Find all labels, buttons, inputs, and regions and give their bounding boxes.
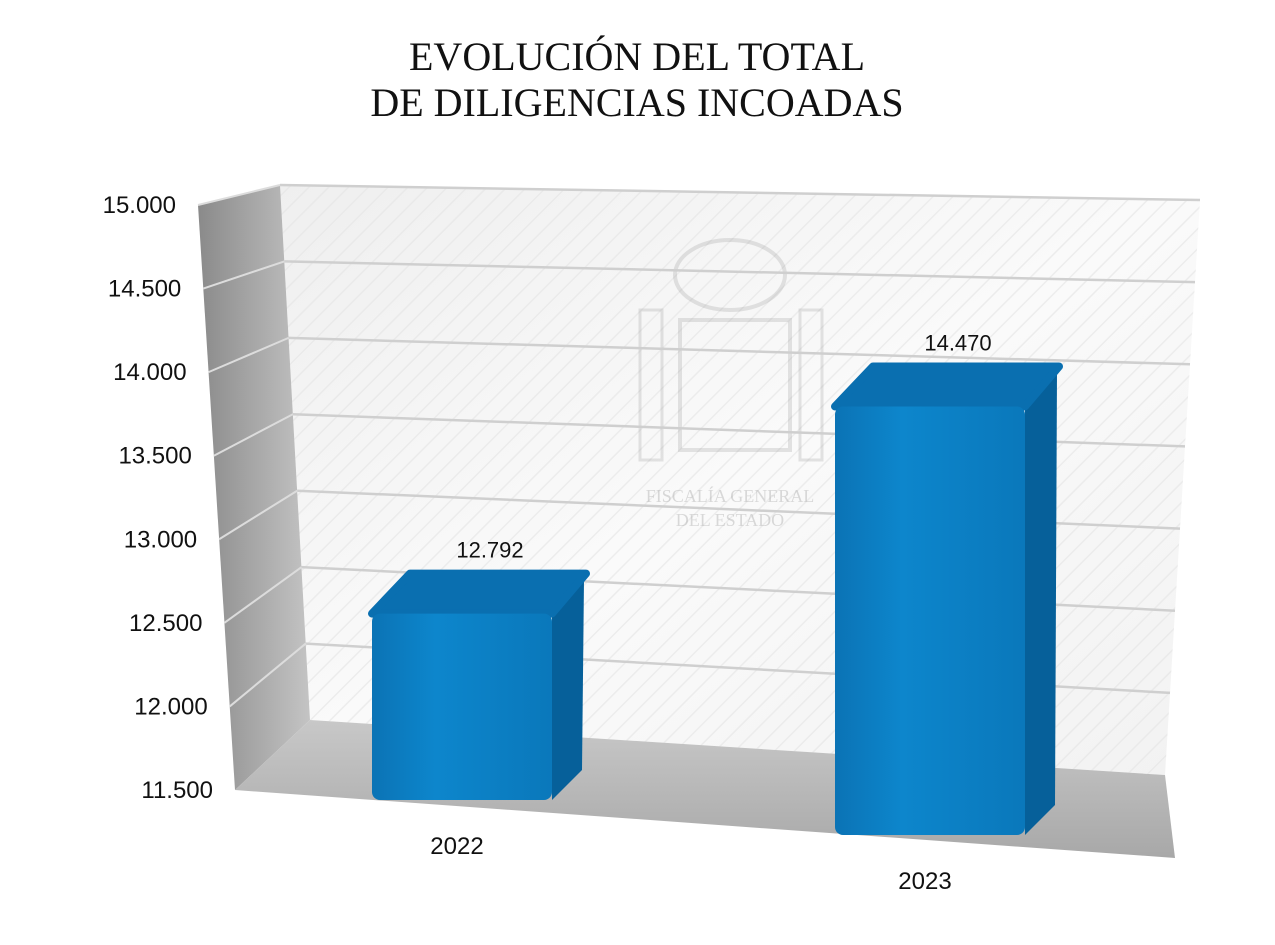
watermark-emblem [638, 238, 824, 462]
side-gridline [229, 642, 307, 708]
y-tick-label: 11.500 [141, 777, 213, 804]
watermark-line-2: DEL ESTADO [676, 510, 784, 530]
watermark-line-1: FISCALÍA GENERAL [646, 485, 815, 506]
bar-front-face [835, 406, 1025, 835]
bar-top-face [831, 362, 1063, 411]
gridline [284, 260, 1196, 284]
side-gridline [197, 184, 281, 206]
data-label: 14.470 [924, 330, 991, 355]
y-axis-tick-labels: 11.500 12.000 12.500 13.000 13.500 14.000 14.5… [103, 192, 213, 804]
x-axis-category-labels: 2022 2023 [430, 833, 951, 895]
y-tick-label: 12.500 [129, 610, 202, 637]
bar-top-face [368, 569, 590, 618]
side-gridline [223, 566, 303, 624]
side-gridline [208, 336, 289, 374]
bars [368, 362, 1063, 835]
y-tick-label: 13.000 [124, 526, 197, 553]
gridline [279, 183, 1201, 202]
data-labels: 12.792 14.470 [456, 330, 991, 562]
data-label: 12.792 [456, 538, 523, 563]
bar-2023 [831, 362, 1063, 835]
chart-title-line-1: EVOLUCIÓN DEL TOTAL [409, 34, 865, 79]
y-tick-label: 14.000 [113, 359, 186, 386]
y-tick-label: 13.500 [118, 443, 191, 470]
side-gridline [218, 489, 298, 541]
x-tick-label: 2022 [430, 833, 483, 860]
side-gridline [202, 260, 285, 290]
bar-side-face [1025, 372, 1057, 835]
bar-side-face [552, 579, 584, 800]
bar-2022 [368, 569, 590, 800]
side-wall [198, 185, 310, 790]
x-tick-label: 2023 [898, 868, 951, 895]
y-tick-label: 14.500 [108, 276, 181, 303]
side-gridline [213, 413, 294, 457]
gridline [288, 336, 1191, 366]
y-tick-label: 15.000 [103, 192, 176, 219]
bar-front-face [372, 613, 552, 800]
chart-title-line-2: DE DILIGENCIAS INCOADAS [370, 80, 903, 125]
y-tick-label: 12.000 [134, 693, 207, 720]
